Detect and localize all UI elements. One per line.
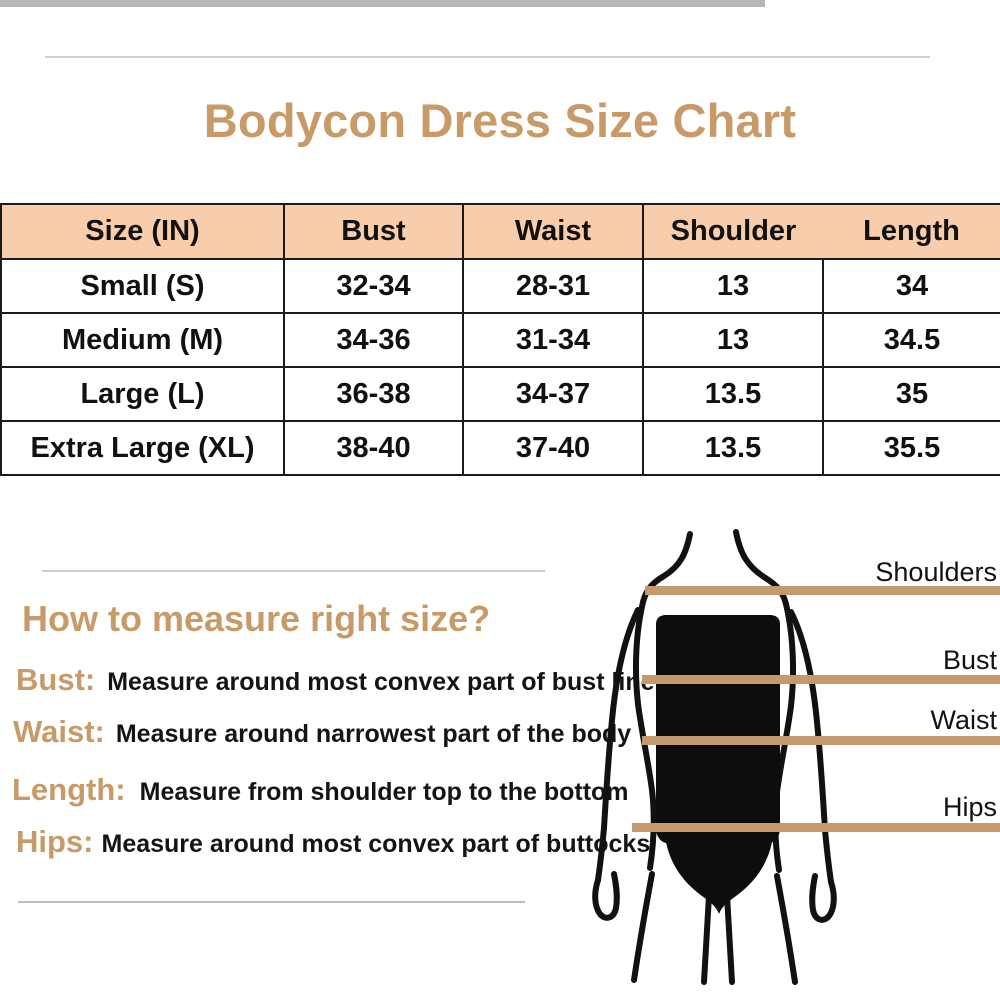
table-row: Medium (M) 34-36 31-34 13 34.5 xyxy=(0,312,1000,368)
cell-length: 35.5 xyxy=(822,420,1000,476)
cell-shoulder: 13 xyxy=(642,258,824,314)
column-header-waist: Waist xyxy=(462,203,644,260)
cell-size: Small (S) xyxy=(0,258,285,314)
column-header-bust: Bust xyxy=(283,203,464,260)
measure-desc-waist: Measure around narrowest part of the bod… xyxy=(115,720,632,748)
measure-bar-shoulders xyxy=(645,586,1000,595)
section-divider-bottom xyxy=(18,901,525,903)
cell-size: Medium (M) xyxy=(0,312,285,368)
measure-label-bust: Bust: xyxy=(16,662,96,697)
table-row: Small (S) 32-34 28-31 13 34 xyxy=(0,258,1000,314)
top-divider-rule xyxy=(45,56,930,58)
page-title: Bodycon Dress Size Chart xyxy=(203,94,797,147)
cell-bust: 34-36 xyxy=(283,312,464,368)
cell-waist: 31-34 xyxy=(462,312,644,368)
measure-instruction-length: Length: Measure from shoulder top to the… xyxy=(12,772,629,808)
table-row: Large (L) 36-38 34-37 13.5 35 xyxy=(0,366,1000,422)
measure-label-length: Length: xyxy=(12,772,126,807)
cell-size: Extra Large (XL) xyxy=(0,420,285,476)
top-decorative-bar xyxy=(0,0,765,7)
howto-heading: How to measure right size? xyxy=(22,598,491,639)
figure-label-waist: Waist xyxy=(930,705,998,735)
cell-size: Large (L) xyxy=(0,366,285,422)
measure-label-waist: Waist: xyxy=(13,714,105,749)
column-header-size: Size (IN) xyxy=(0,203,285,260)
cell-length: 35 xyxy=(822,366,1000,422)
measure-label-hips: Hips: xyxy=(16,824,94,859)
measure-instruction-waist: Waist: Measure around narrowest part of … xyxy=(13,714,631,750)
cell-bust: 32-34 xyxy=(283,258,464,314)
column-header-shoulder: Shoulder xyxy=(642,203,823,260)
measure-bar-hips xyxy=(632,823,1000,832)
table-header-row: Size (IN) Bust Waist Shoulder Length xyxy=(0,203,1000,260)
cell-length: 34 xyxy=(822,258,1000,314)
figure-label-hips: Hips xyxy=(942,792,997,822)
section-divider-top xyxy=(42,570,545,572)
cell-waist: 34-37 xyxy=(462,366,644,422)
figure-label-bust: Bust xyxy=(942,645,997,675)
cell-shoulder: 13.5 xyxy=(642,420,824,476)
table-row: Extra Large (XL) 38-40 37-40 13.5 35.5 xyxy=(0,420,1000,476)
measure-desc-bust: Measure around most convex part of bust … xyxy=(107,668,655,696)
cell-bust: 36-38 xyxy=(283,366,464,422)
measure-bar-bust xyxy=(642,675,1000,684)
size-chart-table: Size (IN) Bust Waist Shoulder Length Sma… xyxy=(0,203,1000,476)
cell-waist: 28-31 xyxy=(462,258,644,314)
cell-length: 34.5 xyxy=(822,312,1000,368)
measure-instruction-hips: Hips: Measure around most convex part of… xyxy=(16,824,650,860)
measure-desc-hips: Measure around most convex part of butto… xyxy=(101,830,651,858)
cell-shoulder: 13.5 xyxy=(642,366,824,422)
measure-bar-waist xyxy=(642,736,1000,745)
cell-bust: 38-40 xyxy=(283,420,464,476)
cell-shoulder: 13 xyxy=(642,312,824,368)
body-figure-illustration xyxy=(560,528,890,988)
measure-desc-length: Measure from shoulder top to the bottom xyxy=(139,778,629,806)
figure-label-shoulders: Shoulders xyxy=(875,557,997,587)
measure-instruction-bust: Bust: Measure around most convex part of… xyxy=(16,662,655,698)
cell-waist: 37-40 xyxy=(462,420,644,476)
column-header-length: Length xyxy=(823,203,1000,260)
